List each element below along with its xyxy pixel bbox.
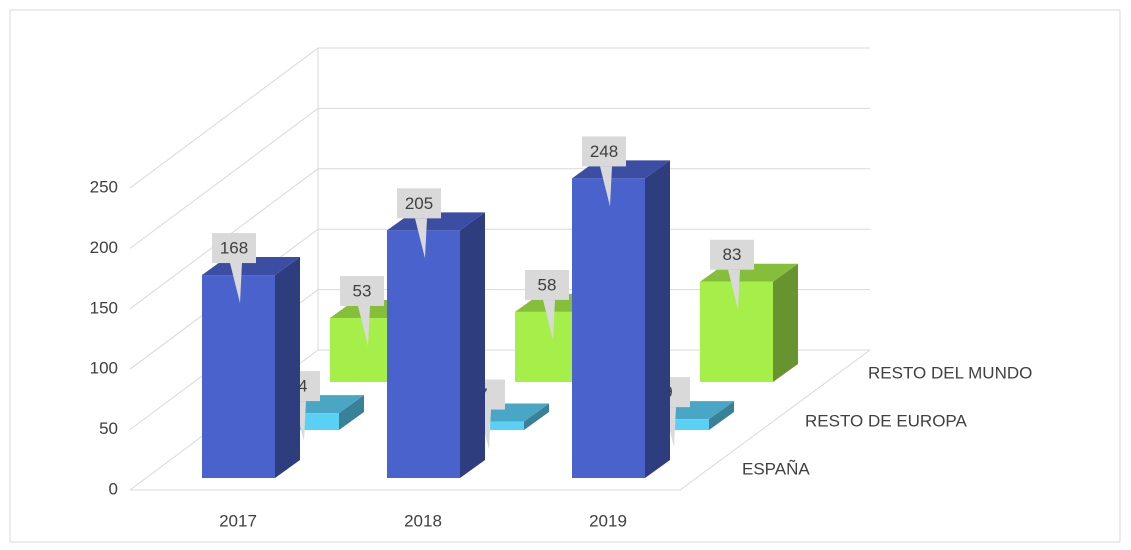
data-label: 205 — [405, 194, 433, 213]
data-label: 53 — [353, 281, 372, 300]
callout-pointer — [415, 218, 427, 259]
y-tick-label: 150 — [90, 298, 118, 317]
series-label: ESPAÑA — [742, 459, 810, 478]
x-tick-label: 2017 — [219, 511, 257, 530]
x-tick-label: 2018 — [404, 511, 442, 530]
bar-side — [460, 212, 485, 479]
y-tick-label: 50 — [99, 419, 118, 438]
callout-box — [710, 239, 754, 270]
plot: 0 50 100 150 200 250 2017 2018 2019 ESPAÑA RESTO D… — [90, 47, 1032, 530]
y-tick-label: 100 — [90, 359, 118, 378]
bar-side — [709, 401, 734, 430]
callout-box — [525, 269, 569, 300]
data-label: 168 — [220, 239, 248, 258]
bar — [387, 230, 460, 478]
callout-pointer — [728, 269, 740, 310]
callout-box — [212, 233, 256, 264]
bar — [572, 178, 645, 478]
series-label: RESTO DE EUROPA — [805, 411, 968, 430]
bar-side — [275, 257, 300, 478]
y-tick-label: 0 — [109, 479, 118, 498]
data-label: 248 — [590, 142, 618, 161]
data-label: 58 — [538, 275, 557, 294]
y-tick-label: 200 — [90, 238, 118, 257]
data-label: 83 — [723, 245, 742, 264]
bar — [202, 275, 275, 478]
x-tick-label: 2019 — [589, 511, 627, 530]
floor — [130, 349, 871, 491]
bar-side — [645, 160, 670, 478]
y-tick-label: 250 — [90, 177, 118, 196]
callout-pointer — [600, 166, 612, 207]
callout-box — [582, 136, 626, 167]
callout-box — [340, 275, 384, 306]
callout-pointer — [358, 305, 370, 346]
callout-pointer — [230, 263, 242, 304]
bar-side — [773, 263, 798, 382]
series-label: RESTO DEL MUNDO — [868, 363, 1032, 382]
callout-pointer — [543, 299, 555, 340]
callout-box — [397, 188, 441, 219]
bar-side — [524, 403, 549, 430]
bar-side — [339, 395, 364, 430]
